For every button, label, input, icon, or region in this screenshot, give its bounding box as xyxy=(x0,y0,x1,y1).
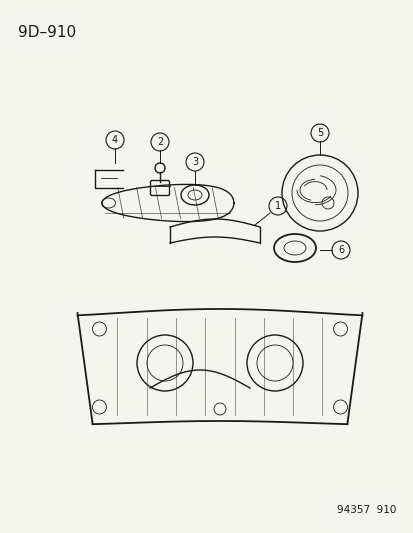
Text: 3: 3 xyxy=(192,157,197,167)
Text: 4: 4 xyxy=(112,135,118,145)
Text: 2: 2 xyxy=(157,137,163,147)
Text: 9D–910: 9D–910 xyxy=(18,25,76,40)
Text: 5: 5 xyxy=(316,128,322,138)
Text: 6: 6 xyxy=(337,245,343,255)
Text: 1: 1 xyxy=(274,201,280,211)
Text: 94357  910: 94357 910 xyxy=(336,505,395,515)
